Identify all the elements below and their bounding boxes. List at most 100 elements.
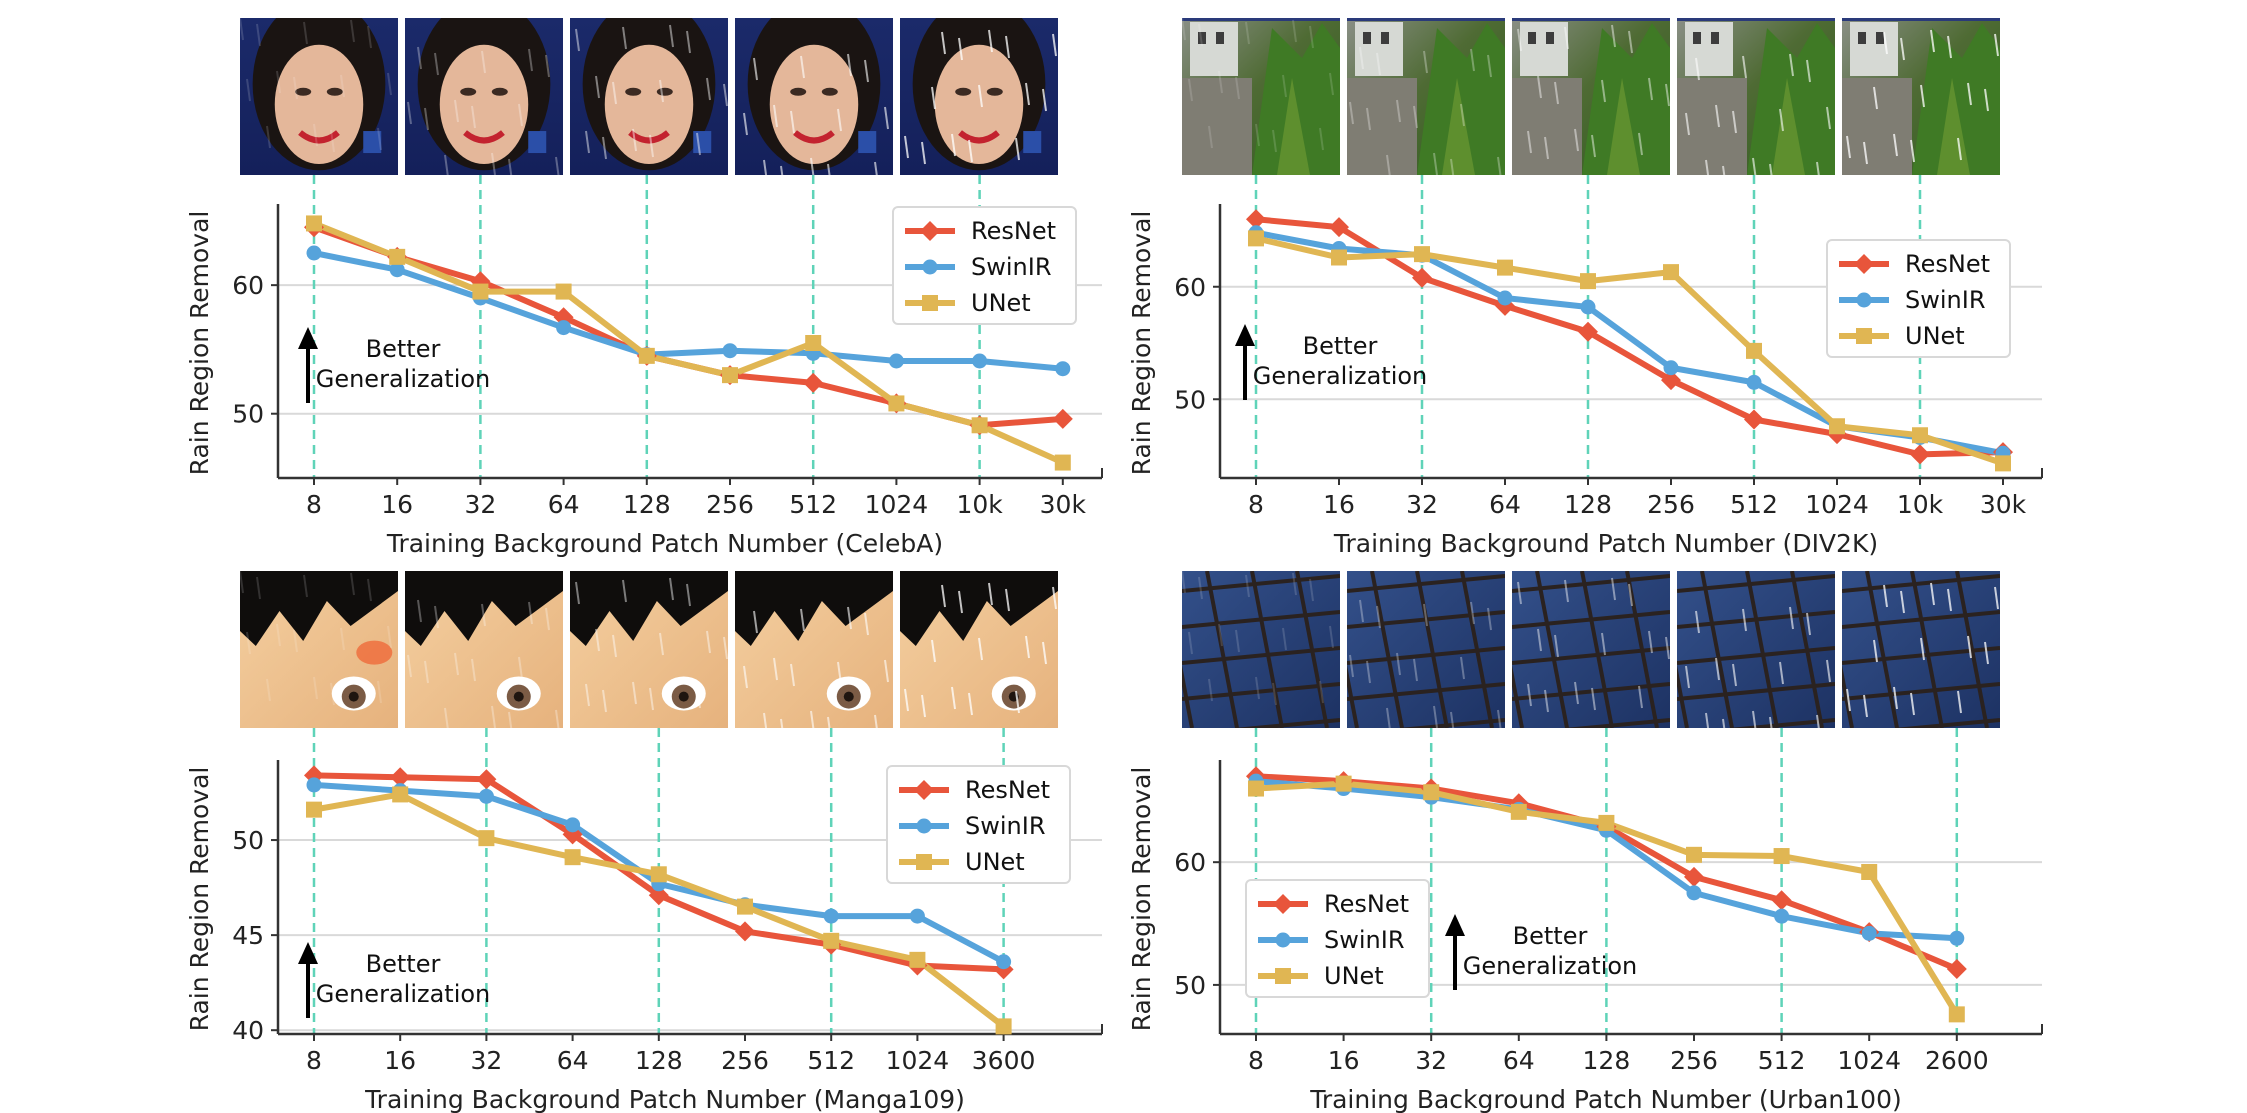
data-point-unet — [1912, 427, 1928, 444]
y-axis-label: Rain Region Removal — [185, 211, 214, 476]
data-point-unet — [1248, 230, 1264, 247]
thumbnail-image — [900, 18, 1058, 175]
legend-label-unet: UNet — [1905, 322, 1965, 350]
data-point-unet — [555, 283, 572, 300]
x-tick-label: 256 — [1647, 490, 1695, 519]
y-tick-label: 60 — [1174, 848, 1206, 877]
data-point-unet — [971, 417, 988, 434]
data-point-unet — [638, 347, 655, 364]
x-tick-label: 30k — [1040, 490, 1087, 519]
legend-label-resnet: ResNet — [1324, 890, 1409, 918]
x-tick-label: 8 — [306, 1046, 322, 1075]
thumbnail-image — [1512, 18, 1670, 175]
data-point-resnet — [1744, 409, 1764, 430]
legend-label-unet: UNet — [1324, 962, 1384, 990]
x-tick-label: 16 — [384, 1046, 416, 1075]
legend-marker-unet — [922, 295, 938, 311]
legend-marker-resnet — [1273, 894, 1293, 914]
data-point-swinir — [909, 908, 925, 924]
data-point-swinir — [1663, 360, 1679, 376]
y-tick-label: 40 — [232, 1016, 264, 1045]
chart-panel: 50 60 8 16 32 64 128 256 512 1024 10k 30k Training B… — [1127, 18, 2043, 558]
thumbnail-image — [735, 18, 893, 175]
legend: ResNet SwinIR UNet — [1826, 239, 2011, 358]
data-point-unet — [1054, 454, 1071, 471]
legend: ResNet SwinIR UNet — [1245, 879, 1430, 998]
x-tick-label: 256 — [721, 1046, 769, 1075]
data-point-swinir — [888, 353, 904, 369]
legend-label-resnet: ResNet — [1905, 250, 1990, 278]
annotation-generalization: Generalization — [1253, 362, 1428, 390]
data-point-swinir — [1497, 290, 1513, 306]
data-point-unet — [823, 932, 840, 949]
x-tick-label: 512 — [789, 490, 837, 519]
thumbnail-image — [1842, 571, 2000, 728]
x-tick-label: 512 — [807, 1046, 855, 1075]
data-point-unet — [995, 1018, 1012, 1035]
legend-label-swinir: SwinIR — [971, 253, 1052, 281]
x-tick-label: 32 — [464, 490, 496, 519]
legend-label-unet: UNet — [971, 289, 1031, 317]
data-point-unet — [1663, 264, 1679, 281]
legend-box — [1245, 879, 1430, 998]
data-point-swinir — [1580, 299, 1596, 315]
data-point-unet — [1773, 848, 1790, 865]
data-point-unet — [1598, 814, 1615, 831]
legend-marker-unet — [1275, 968, 1291, 984]
data-point-resnet — [476, 769, 497, 790]
legend-marker-unet — [916, 854, 932, 870]
x-tick-label: 128 — [1583, 1046, 1631, 1075]
legend: ResNet SwinIR UNet — [892, 206, 1077, 325]
series-line-swinir — [313, 250, 1064, 372]
data-point-unet — [306, 801, 322, 818]
thumbnail-image — [1842, 18, 2000, 175]
x-axis-label: Training Background Patch Number (DIV2K) — [1333, 529, 1878, 558]
chart-panel: 50 60 8 16 32 64 128 256 512 1024 2600 Training Bac… — [1127, 571, 2043, 1113]
x-tick-label: 2600 — [1925, 1046, 1989, 1075]
data-point-unet — [478, 830, 495, 847]
annotation-better: Better — [366, 950, 441, 978]
y-tick-label: 50 — [232, 826, 264, 855]
data-point-unet — [805, 335, 822, 351]
x-tick-label: 64 — [1489, 490, 1521, 519]
y-axis-label: Rain Region Removal — [1127, 767, 1156, 1032]
thumbnail-image — [735, 571, 893, 728]
data-point-resnet — [1661, 370, 1681, 391]
data-point-resnet — [1329, 217, 1349, 238]
legend-box — [892, 206, 1077, 325]
annotation-generalization: Generalization — [316, 980, 491, 1008]
thumbnail-strip — [240, 18, 1058, 175]
data-point-resnet — [1052, 408, 1073, 429]
annotation-generalization: Generalization — [316, 365, 491, 393]
better-arrow-icon — [298, 942, 318, 964]
thumbnail-strip — [240, 571, 1058, 728]
data-point-unet — [1331, 249, 1347, 266]
thumbnail-image — [405, 18, 563, 175]
x-tick-label: 1024 — [886, 1046, 950, 1075]
x-tick-label: 128 — [635, 1046, 683, 1075]
legend-marker-swinir — [1856, 292, 1872, 308]
legend-box — [1826, 239, 2011, 358]
x-tick-label: 16 — [1323, 490, 1355, 519]
thumbnail-strip — [1182, 571, 2000, 728]
data-point-unet — [392, 786, 409, 803]
data-point-swinir — [996, 954, 1012, 970]
data-point-unet — [909, 951, 926, 968]
x-tick-label: 10k — [1897, 490, 1944, 519]
x-tick-label: 1024 — [1837, 1046, 1901, 1075]
data-point-unet — [1510, 803, 1527, 820]
y-tick-label: 50 — [1174, 971, 1206, 1000]
data-point-swinir — [478, 788, 494, 804]
x-tick-label: 512 — [1730, 490, 1778, 519]
legend-label-resnet: ResNet — [965, 776, 1050, 804]
x-tick-label: 1024 — [865, 490, 929, 519]
x-tick-label: 256 — [1670, 1046, 1718, 1075]
data-point-swinir — [389, 262, 405, 278]
data-point-unet — [650, 866, 667, 883]
data-point-unet — [1248, 780, 1264, 797]
x-tick-label: 8 — [1248, 1046, 1264, 1075]
legend-marker-swinir — [922, 259, 938, 275]
thumbnail-image — [900, 571, 1058, 728]
data-point-swinir — [1055, 361, 1071, 377]
data-point-resnet — [1684, 866, 1704, 887]
